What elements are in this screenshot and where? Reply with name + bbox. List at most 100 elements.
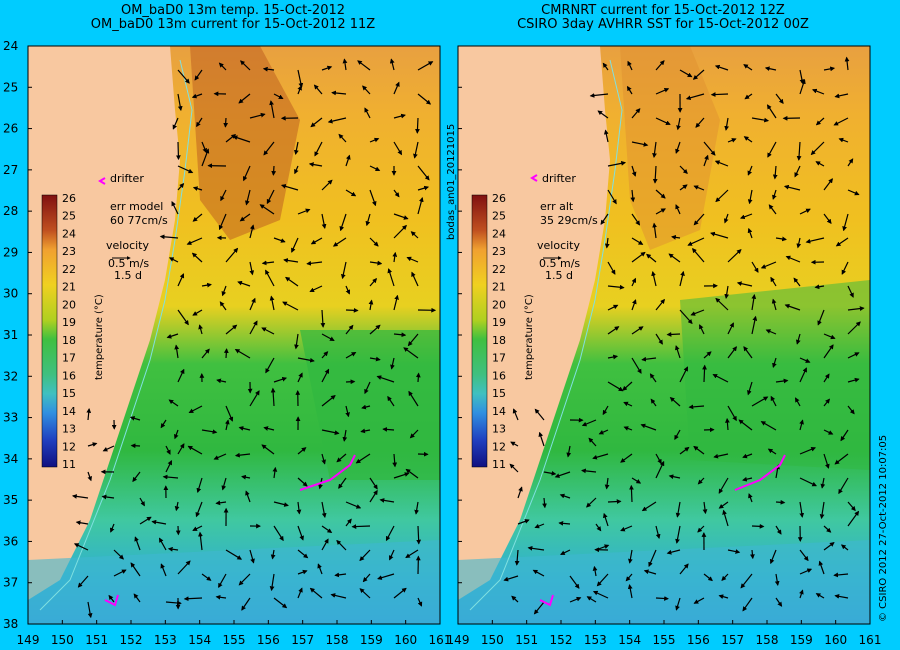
current-arrow	[655, 333, 663, 345]
current-arrow	[799, 589, 804, 599]
current-arrow	[387, 268, 395, 287]
current-arrow	[679, 69, 693, 78]
current-arrow	[715, 297, 729, 311]
current-arrow	[270, 387, 276, 407]
current-arrow	[693, 213, 705, 226]
lon-tick-label: 161	[859, 633, 882, 647]
current-arrow	[173, 429, 179, 440]
current-arrow	[273, 501, 289, 507]
current-arrow	[320, 309, 326, 328]
current-arrow	[108, 594, 115, 603]
current-arrow	[393, 113, 406, 119]
current-arrow	[218, 573, 227, 589]
current-arrow	[847, 377, 860, 383]
current-arrow	[415, 117, 420, 134]
current-arrow	[703, 573, 713, 582]
current-arrow	[387, 395, 395, 407]
current-arrow	[273, 376, 288, 383]
current-arrow	[703, 154, 709, 167]
current-arrow	[389, 58, 395, 71]
current-arrow	[772, 165, 778, 180]
current-arrow	[815, 161, 825, 167]
current-arrow	[134, 536, 141, 551]
lon-tick-label: 151	[85, 633, 108, 647]
current-arrow	[385, 525, 395, 542]
velocity-time-left: 1.5 d	[114, 269, 142, 282]
current-arrow	[359, 588, 371, 599]
current-arrow	[775, 236, 787, 242]
current-arrow	[775, 597, 783, 607]
current-arrow	[847, 501, 856, 512]
colorbar-tick-label: 18	[492, 334, 506, 347]
current-arrow	[646, 253, 657, 263]
current-arrow	[844, 56, 850, 71]
current-arrow	[198, 324, 203, 335]
current-arrow	[799, 447, 816, 455]
current-arrow	[239, 213, 251, 222]
colorbar-tick-label: 12	[62, 440, 76, 453]
lat-tick-label: 24	[3, 39, 18, 53]
current-arrow	[216, 378, 227, 384]
current-arrow	[139, 516, 152, 525]
current-arrow	[810, 141, 825, 156]
current-arrow	[620, 525, 633, 532]
current-arrow	[201, 429, 218, 435]
drifter-legend-marker	[98, 177, 106, 185]
colorbar-label-left: temperature (°C)	[94, 294, 105, 380]
current-arrow	[270, 549, 276, 560]
current-arrow	[218, 62, 227, 71]
current-arrow	[607, 354, 619, 360]
current-arrow	[743, 346, 753, 359]
current-arrow	[727, 405, 737, 422]
current-arrow	[640, 423, 657, 431]
current-arrow	[177, 560, 191, 575]
current-arrow	[668, 253, 681, 263]
current-arrow	[533, 601, 545, 615]
current-arrow	[725, 417, 730, 431]
current-arrow	[382, 427, 395, 432]
current-arrow	[675, 204, 681, 215]
current-arrow	[512, 408, 519, 421]
current-arrow	[775, 93, 784, 104]
current-arrow	[393, 587, 407, 599]
lon-tick-label: 149	[17, 633, 40, 647]
current-arrow	[651, 270, 657, 287]
current-arrow	[602, 62, 609, 71]
current-arrow	[799, 208, 811, 215]
current-arrow	[750, 549, 755, 560]
current-arrow	[607, 261, 616, 275]
current-arrow	[221, 477, 227, 491]
current-arrow	[280, 184, 299, 191]
current-arrow	[266, 189, 275, 205]
current-arrow	[321, 213, 327, 229]
current-arrow	[192, 309, 203, 316]
current-arrow	[359, 549, 371, 562]
current-arrow	[600, 213, 609, 225]
current-arrow	[249, 261, 255, 276]
current-arrow	[727, 549, 741, 554]
current-arrow	[690, 309, 705, 316]
current-arrow	[263, 426, 275, 431]
current-arrow	[702, 364, 707, 383]
current-arrow	[102, 445, 115, 452]
current-arrow	[823, 213, 832, 224]
colorbar-tick-label: 17	[492, 352, 506, 365]
current-arrow	[192, 213, 203, 222]
cool-water	[300, 330, 440, 480]
current-arrow	[393, 472, 410, 479]
lon-tick-label: 161	[429, 633, 452, 647]
current-arrow	[607, 160, 627, 167]
colorbar-ticks-right: 26 25 24 23 22 21 20 19 18 17 16 15 14 13 12 11	[492, 192, 506, 471]
lon-tick-label: 150	[481, 633, 504, 647]
colorbar-tick-label: 21	[62, 281, 76, 294]
lon-tick-label: 157	[721, 633, 744, 647]
left-map-panel	[28, 46, 440, 624]
current-arrow	[285, 276, 299, 287]
current-arrow	[345, 285, 351, 295]
current-arrow	[742, 597, 753, 612]
current-arrow	[330, 593, 347, 599]
current-arrow	[517, 519, 530, 525]
current-arrow	[273, 525, 284, 542]
current-arrow	[805, 237, 825, 244]
current-arrow	[259, 204, 275, 215]
